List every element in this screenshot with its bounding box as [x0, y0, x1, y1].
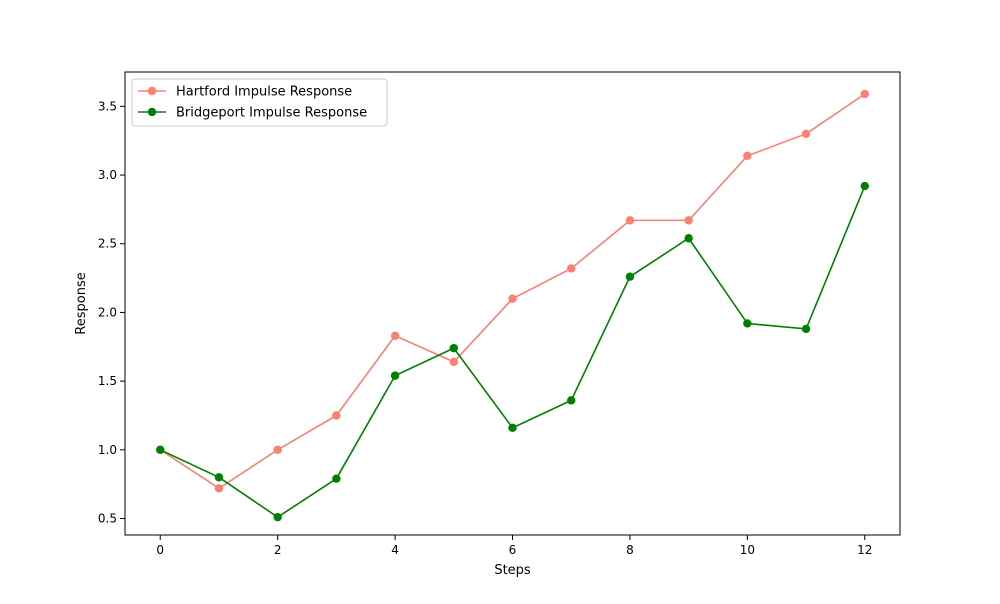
data-point: [801, 324, 811, 334]
data-point: [332, 411, 341, 420]
x-tick-label: 12: [857, 543, 872, 557]
x-tick-label: 6: [509, 543, 517, 557]
legend: Hartford Impulse Response Bridgeport Impu…: [131, 78, 388, 127]
y-tick-label: 2.5: [98, 237, 117, 251]
y-axis: 0.5 1.0 1.5 2.0 2.5 3.0 3.5: [98, 99, 125, 526]
y-tick-label: 1.0: [98, 443, 117, 457]
data-point: [743, 319, 752, 328]
legend-marker: [147, 107, 157, 117]
data-point: [449, 343, 458, 353]
data-point: [860, 181, 869, 191]
legend-box: [131, 78, 388, 127]
x-tick-label: 2: [274, 543, 282, 557]
data-point: [508, 423, 517, 433]
data-point: [860, 89, 869, 99]
x-tick-label: 0: [156, 543, 164, 557]
data-point: [214, 473, 224, 482]
data-point: [214, 484, 224, 493]
data-point: [332, 474, 341, 483]
y-tick-label: 3.5: [98, 99, 117, 113]
data-point: [273, 445, 282, 455]
data-point: [390, 331, 400, 340]
series-line: [159, 185, 866, 519]
y-tick-label: 0.5: [98, 512, 117, 526]
x-tick-label: 4: [391, 543, 399, 557]
data-point: [449, 357, 458, 367]
y-tick-label: 2.0: [98, 305, 117, 319]
legend-label: Bridgeport Impulse Response: [176, 106, 367, 121]
data-point: [625, 216, 635, 225]
data-point: [508, 294, 517, 303]
x-tick-label: 10: [740, 543, 755, 557]
x-axis-label: Steps: [494, 563, 531, 578]
data-point: [390, 371, 400, 380]
x-tick-label: 8: [626, 543, 634, 557]
legend-label: Hartford Impulse Response: [176, 85, 352, 100]
data-point: [743, 151, 752, 161]
y-tick-label: 3.0: [98, 168, 117, 182]
data-point: [567, 396, 576, 405]
data-point: [273, 512, 282, 522]
x-axis: 0 2 4 6 8 10 12: [156, 535, 872, 557]
data-point: [801, 129, 811, 139]
legend-marker: [147, 86, 157, 96]
y-tick-label: 1.5: [98, 374, 117, 388]
data-point: [567, 264, 576, 273]
series-layer: [156, 89, 869, 522]
data-point: [684, 234, 693, 243]
data-point: [625, 272, 635, 281]
y-axis-label: Response: [74, 272, 89, 334]
data-point: [684, 216, 693, 225]
data-point: [156, 445, 165, 455]
